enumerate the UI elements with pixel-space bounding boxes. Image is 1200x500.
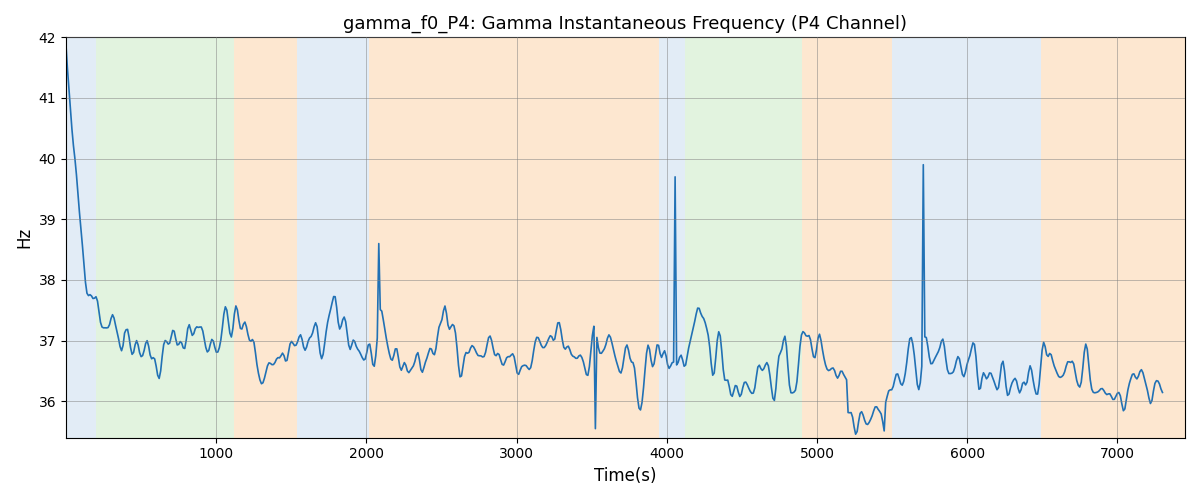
Bar xyxy=(96,38,234,438)
Bar xyxy=(802,38,892,438)
Bar xyxy=(298,38,370,438)
Bar xyxy=(66,38,96,438)
Bar xyxy=(659,38,685,438)
Bar xyxy=(370,38,659,438)
Bar xyxy=(892,38,1040,438)
X-axis label: Time(s): Time(s) xyxy=(594,467,656,485)
Bar xyxy=(685,38,802,438)
Bar xyxy=(234,38,298,438)
Y-axis label: Hz: Hz xyxy=(16,227,34,248)
Title: gamma_f0_P4: Gamma Instantaneous Frequency (P4 Channel): gamma_f0_P4: Gamma Instantaneous Frequen… xyxy=(343,15,907,34)
Bar xyxy=(1040,38,1186,438)
